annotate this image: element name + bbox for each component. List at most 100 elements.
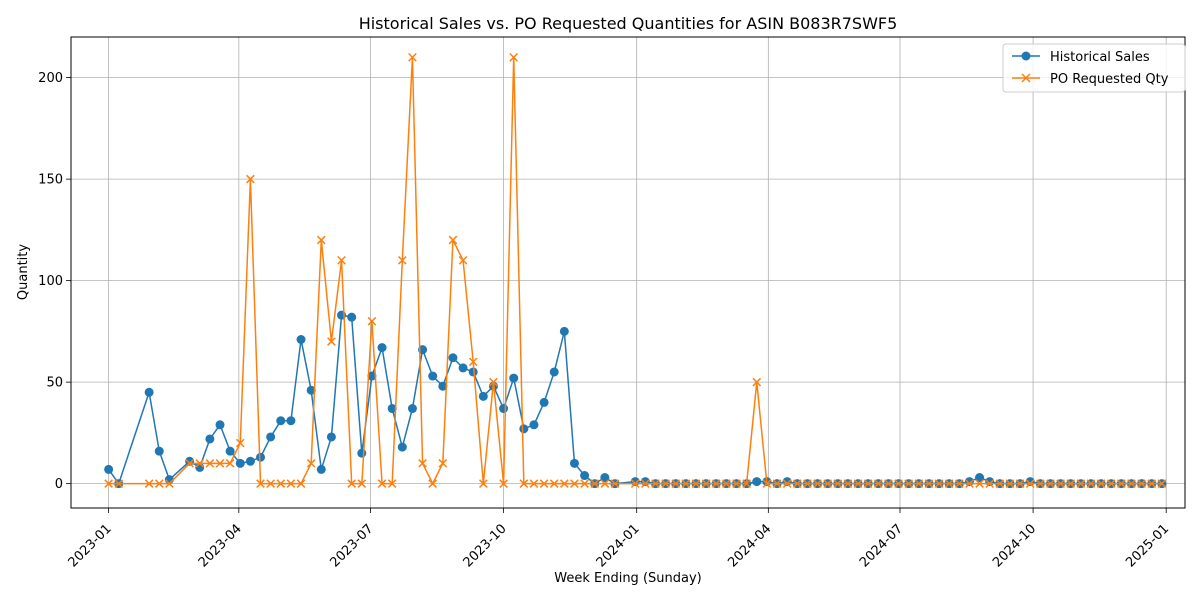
data-point [1025, 477, 1035, 487]
data-point [246, 174, 255, 184]
data-point [266, 432, 276, 442]
data-point [833, 479, 843, 488]
data-point [468, 367, 478, 377]
data-point [1015, 479, 1025, 488]
data-point [732, 479, 741, 488]
data-point [458, 255, 468, 265]
data-point [154, 446, 164, 456]
data-point [934, 479, 944, 488]
data-point [1157, 479, 1167, 488]
data-point [438, 381, 448, 391]
data-point [104, 464, 114, 474]
data-point [1076, 479, 1086, 488]
data-point [914, 479, 924, 488]
data-point [752, 477, 762, 487]
legend-box [1002, 43, 1186, 93]
legend-marker-historical-sales [1021, 51, 1031, 61]
data-point [225, 459, 235, 468]
data-point [357, 479, 367, 488]
data-point [995, 479, 1005, 488]
data-point [316, 464, 326, 474]
data-point [205, 459, 215, 468]
data-point [266, 479, 275, 488]
data-point [1025, 479, 1035, 488]
data-point [367, 371, 377, 381]
data-point [792, 479, 802, 488]
data-point [245, 456, 255, 466]
data-point [559, 326, 569, 336]
data-point [408, 52, 417, 62]
data-point [944, 479, 954, 488]
data-point [701, 479, 711, 488]
data-point [985, 477, 995, 487]
data-point [985, 479, 995, 488]
data-point [843, 479, 853, 488]
data-point [1066, 479, 1076, 488]
data-point [630, 479, 640, 488]
y-tick-label: 150 [38, 173, 63, 188]
data-point [742, 479, 751, 488]
data-point [347, 312, 357, 322]
data-point [306, 459, 316, 468]
data-point [509, 52, 519, 62]
data-point [195, 459, 205, 468]
data-point [640, 477, 650, 487]
data-point [377, 479, 387, 488]
data-point [114, 479, 124, 488]
data-point [1096, 479, 1106, 488]
data-point [519, 479, 529, 488]
data-point [499, 479, 508, 488]
data-point [357, 448, 367, 458]
data-point [326, 432, 336, 442]
data-point [580, 479, 589, 488]
data-point [104, 479, 113, 488]
data-point [296, 334, 306, 344]
data-point [235, 458, 245, 468]
data-point [570, 479, 579, 488]
legend-label-historical-sales: Historical Sales [1050, 50, 1150, 65]
data-point [722, 479, 731, 488]
y-tick-label: 200 [38, 71, 63, 86]
data-point [863, 479, 873, 488]
data-point [387, 404, 397, 414]
data-point [782, 477, 792, 487]
data-point [539, 479, 549, 488]
data-point [1117, 479, 1126, 488]
data-point [823, 479, 832, 488]
data-point [529, 420, 539, 430]
data-point [975, 479, 984, 488]
data-point [884, 479, 893, 488]
y-tick-label: 50 [46, 376, 63, 391]
data-point [630, 477, 640, 487]
data-point [478, 391, 488, 401]
data-point [1127, 479, 1136, 488]
data-point [306, 385, 316, 395]
legend-marker-po-requested-qty [1021, 73, 1031, 83]
data-point [711, 479, 721, 488]
data-point [580, 471, 590, 481]
data-point [681, 479, 691, 488]
data-point [560, 479, 569, 488]
chart-title: Historical Sales vs. PO Requested Quanti… [359, 14, 898, 33]
data-point [873, 479, 883, 488]
data-point [975, 473, 985, 483]
data-point [407, 404, 417, 414]
data-point [549, 367, 559, 377]
data-point [610, 479, 620, 488]
data-point [387, 479, 397, 488]
data-point [590, 479, 600, 488]
data-point [1086, 479, 1096, 488]
y-axis-label: Quantity [16, 244, 31, 300]
data-point [185, 456, 195, 466]
data-point [347, 479, 357, 488]
data-point [397, 255, 407, 265]
y-tick-label: 100 [38, 274, 63, 289]
data-point [215, 420, 225, 430]
series-layer [104, 52, 1167, 489]
data-point [438, 459, 448, 468]
data-point [1106, 479, 1116, 488]
data-point [276, 479, 286, 488]
data-point [154, 479, 164, 488]
